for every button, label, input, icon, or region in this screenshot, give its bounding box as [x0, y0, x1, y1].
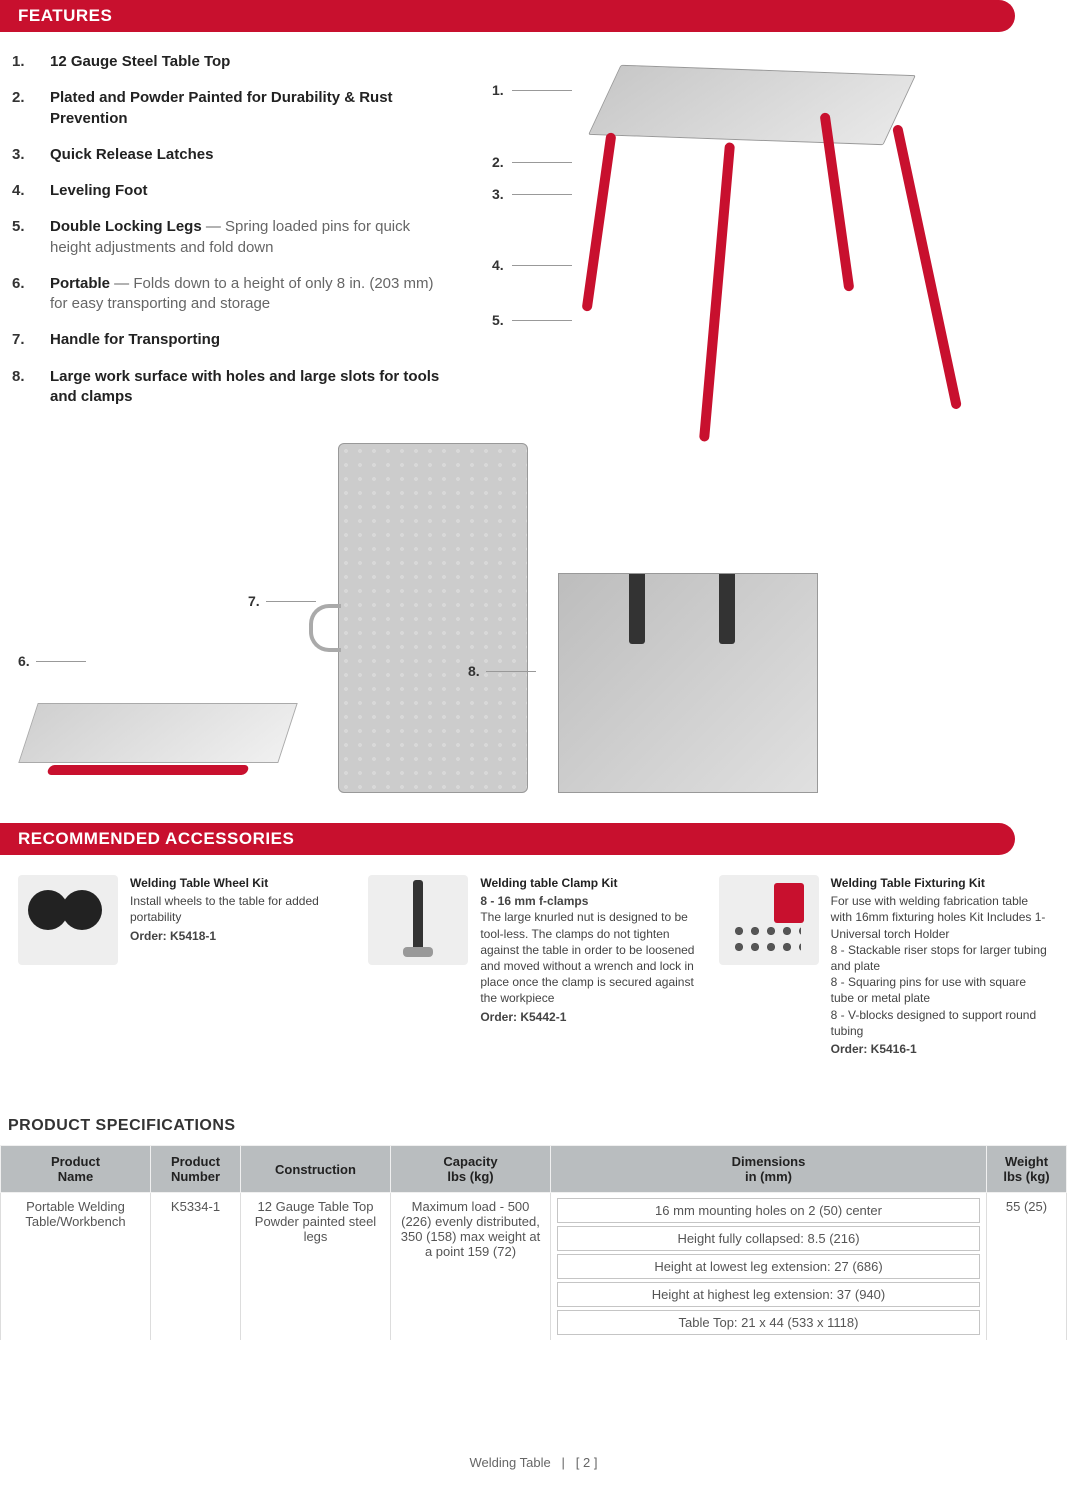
accessory-item: Welding Table Fixturing Kit For use with… [719, 875, 1049, 1057]
feature-item: Quick Release Latches [12, 145, 452, 165]
product-diagram-main: 1. 2. 3. 4. 5. [482, 52, 1067, 412]
specs-header: PRODUCT SPECIFICATIONS [0, 1087, 1067, 1145]
cell-product-name: Portable Welding Table/Workbench [1, 1193, 151, 1341]
specs-table: Product Name Product Number Construction… [0, 1145, 1067, 1340]
dimension-line: Table Top: 21 x 44 (533 x 1118) [557, 1310, 980, 1335]
features-section: 12 Gauge Steel Table Top Plated and Powd… [0, 52, 1067, 423]
callout-1: 1. [492, 82, 572, 98]
table-row: Portable Welding Table/Workbench K5334-1… [1, 1193, 1067, 1341]
callout-5: 5. [492, 312, 572, 328]
accessory-desc: The large knurled nut is designed to be … [480, 909, 698, 1006]
th-dimensions: Dimensions in (mm) [551, 1146, 987, 1193]
accessory-thumb-fixturing-kit [719, 875, 819, 965]
feature-item: 12 Gauge Steel Table Top [12, 52, 452, 72]
callout-7: 7. [248, 593, 322, 609]
callout-2: 2. [492, 154, 572, 170]
callout-3: 3. [492, 186, 572, 202]
feature-item: Large work surface with holes and large … [12, 367, 452, 408]
callout-4: 4. [492, 257, 572, 273]
cell-capacity: Maximum load - 500 (226) evenly distribu… [391, 1193, 551, 1341]
th-construction: Construction [241, 1146, 391, 1193]
clamps-illustration [558, 573, 818, 793]
feature-item: Portable — Folds down to a height of onl… [12, 274, 452, 315]
accessory-subtitle: 8 - 16 mm f-clamps [480, 893, 698, 909]
secondary-diagrams: 6. 7. 8. [0, 423, 1067, 823]
dimension-line: Height at lowest leg extension: 27 (686) [557, 1254, 980, 1279]
table-plate-illustration [338, 443, 528, 793]
table-leg-illustration [582, 132, 617, 312]
cell-weight: 55 (25) [987, 1193, 1067, 1341]
accessory-desc: For use with welding fabrication table w… [831, 893, 1049, 1039]
accessory-item: Welding table Clamp Kit 8 - 16 mm f-clam… [368, 875, 698, 1057]
accessory-thumb-wheel-kit [18, 875, 118, 965]
accessory-desc: Install wheels to the table for added po… [130, 893, 348, 925]
cell-product-number: K5334-1 [151, 1193, 241, 1341]
callout-6: 6. [18, 653, 92, 669]
accessory-order: Order: K5418-1 [130, 928, 348, 944]
accessory-thumb-clamp-kit [368, 875, 468, 965]
footer-divider: | [562, 1455, 565, 1470]
th-product-name: Product Name [1, 1146, 151, 1193]
accessory-order: Order: K5442-1 [480, 1009, 698, 1025]
accessory-title: Welding Table Fixturing Kit [831, 875, 1049, 891]
accessory-title: Welding Table Wheel Kit [130, 875, 348, 891]
cell-construction: 12 Gauge Table Top Powder painted steel … [241, 1193, 391, 1341]
page-footer: Welding Table | [ 2 ] [0, 1455, 1067, 1470]
table-top-illustration [588, 65, 916, 145]
cell-dimensions: 16 mm mounting holes on 2 (50) center He… [551, 1193, 987, 1341]
features-header: FEATURES [0, 0, 1015, 32]
feature-item: Double Locking Legs — Spring loaded pins… [12, 217, 452, 258]
th-product-number: Product Number [151, 1146, 241, 1193]
th-weight: Weight lbs (kg) [987, 1146, 1067, 1193]
dimension-line: Height fully collapsed: 8.5 (216) [557, 1226, 980, 1251]
table-leg-illustration [699, 142, 735, 442]
accessory-item: Welding Table Wheel Kit Install wheels t… [18, 875, 348, 1057]
feature-item: Plated and Powder Painted for Durability… [12, 88, 452, 129]
specs-table-head: Product Name Product Number Construction… [1, 1146, 1067, 1193]
feature-item: Leveling Foot [12, 181, 452, 201]
footer-page: [ 2 ] [576, 1455, 598, 1470]
dimension-line: Height at highest leg extension: 37 (940… [557, 1282, 980, 1307]
accessories-header: RECOMMENDED ACCESSORIES [0, 823, 1015, 855]
features-list: 12 Gauge Steel Table Top Plated and Powd… [12, 52, 482, 423]
dimension-line: 16 mm mounting holes on 2 (50) center [557, 1198, 980, 1223]
accessory-order: Order: K5416-1 [831, 1041, 1049, 1057]
accessories-row: Welding Table Wheel Kit Install wheels t… [0, 875, 1067, 1087]
table-leg-illustration [892, 124, 962, 410]
callout-8: 8. [468, 663, 542, 679]
th-capacity: Capacity lbs (kg) [391, 1146, 551, 1193]
footer-title: Welding Table [470, 1455, 551, 1470]
folded-table-illustration: 6. [8, 673, 308, 793]
accessory-title: Welding table Clamp Kit [480, 875, 698, 891]
feature-item: Handle for Transporting [12, 330, 452, 350]
